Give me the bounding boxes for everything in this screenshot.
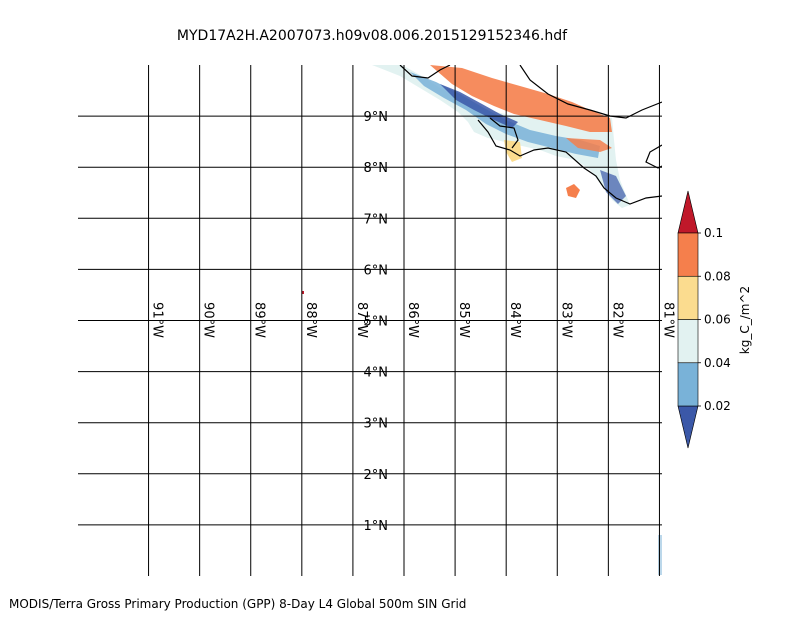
latitude-label: 4°N [364, 366, 389, 381]
land-gpp-orange-band [430, 65, 612, 132]
island-speck [302, 291, 304, 294]
colorbar [677, 190, 699, 449]
colorbar-tick-label: 0.1 [704, 226, 723, 240]
colorbar-extend-min [677, 405, 699, 449]
longitude-label: 85°W [456, 302, 471, 338]
colorbar-segment [677, 319, 699, 364]
coastline-caribbean [519, 65, 662, 119]
longitude-label: 84°W [507, 302, 522, 338]
colorbar-tick-label: 0.02 [704, 399, 731, 413]
longitude-label: 90°W [201, 302, 216, 338]
colorbar-segment [677, 275, 699, 320]
latitude-labels: 1°N 2°N 3°N 4°N 5°N 6°N 7°N 8°N 9°N [364, 110, 389, 534]
colorbar-segment [677, 232, 699, 277]
land-gpp-dark-blue [440, 84, 518, 128]
land-gpp-region [372, 65, 630, 208]
colorbar-ticks: 0.02 0.04 0.06 0.08 0.1 [698, 226, 731, 413]
latitude-label: 1°N [364, 519, 389, 534]
peninsula-orange-patch [566, 184, 580, 198]
colorbar-extend-max [677, 190, 699, 234]
colorbar-tick-label: 0.08 [704, 269, 731, 283]
colorbar-tick-label: 0.04 [704, 356, 731, 370]
latitude-label: 5°N [364, 315, 389, 330]
land-gpp-south-blue [600, 170, 626, 204]
land-gpp-south-orange [566, 138, 612, 152]
figure-caption: MODIS/Terra Gross Primary Production (GP… [9, 597, 467, 611]
figure-title: MYD17A2H.A2007073.h09v08.006.20151291523… [176, 28, 568, 44]
latitude-label: 8°N [364, 161, 389, 176]
coastal-speck [658, 535, 662, 575]
longitude-label: 86°W [405, 302, 420, 338]
coastlines [399, 65, 662, 205]
latitude-label: 2°N [364, 468, 389, 483]
longitude-label: 82°W [609, 302, 624, 338]
longitude-label: 88°W [303, 302, 318, 338]
latitude-label: 7°N [364, 212, 389, 227]
latitude-label: 6°N [364, 263, 389, 278]
latitude-label: 3°N [364, 417, 389, 432]
gpp-data-layer [302, 65, 662, 575]
coastline-pacific [477, 119, 662, 205]
longitude-label: 83°W [558, 302, 573, 338]
colorbar-tick-label: 0.06 [704, 313, 731, 327]
coastline-north [399, 65, 451, 79]
peninsula-yellow-patch [504, 140, 522, 162]
graticule [78, 65, 662, 576]
latitude-label: 9°N [364, 110, 389, 125]
colorbar-segment [677, 362, 699, 407]
longitude-label: 87°W [354, 302, 369, 338]
coastline-gulf [489, 117, 519, 149]
colorbar-unit-label: kg_C_/m^2 [738, 286, 752, 354]
longitude-labels: 91°W 90°W 89°W 88°W 87°W 86°W 85°W 84°W 83°W 82°W… [150, 302, 676, 338]
longitude-label: 81°W [660, 302, 675, 338]
longitude-label: 89°W [252, 302, 267, 338]
longitude-label: 91°W [150, 302, 165, 338]
